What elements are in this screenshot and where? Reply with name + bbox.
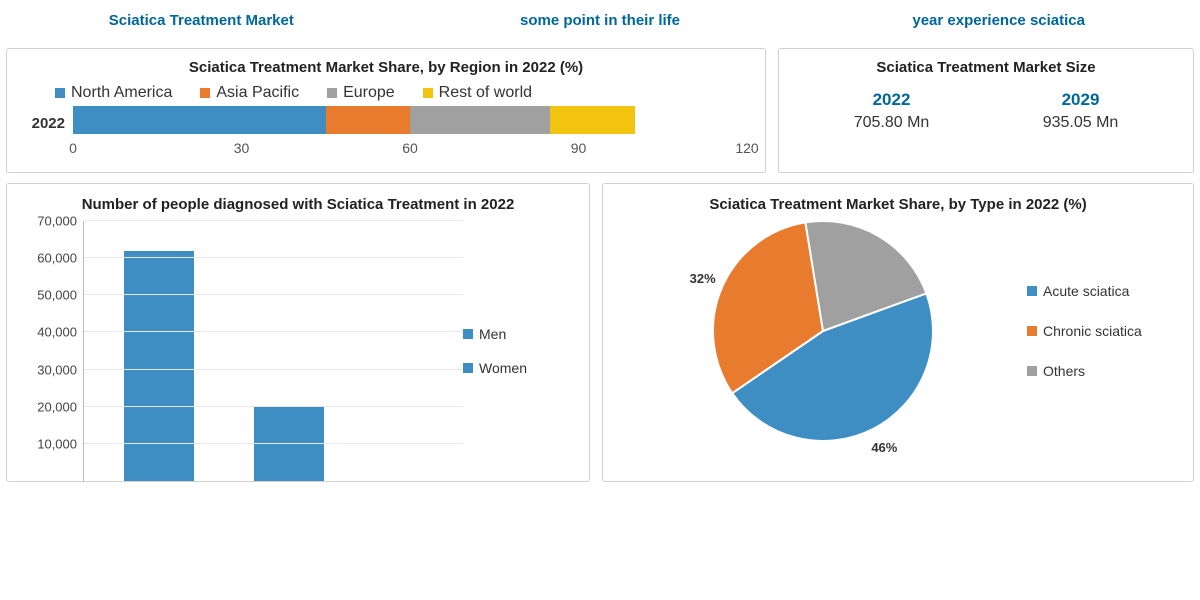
header-right: year experience sciatica [803, 0, 1194, 40]
market-size-columns: 2022 705.80 Mn 2029 935.05 Mn [797, 90, 1175, 132]
market-size-panel: Sciatica Treatment Market Size 2022 705.… [778, 48, 1194, 173]
region-chart-bar-row: 2022 [25, 106, 747, 140]
type-legend-item: Others [1027, 363, 1177, 379]
type-legend-item: Acute sciatica [1027, 283, 1177, 299]
diagnosed-gridline [84, 331, 463, 332]
region-bar-segment [73, 106, 326, 134]
diagnosed-legend-item: Men [463, 326, 573, 342]
region-legend-item: Europe [327, 84, 395, 102]
region-chart-plot [73, 106, 747, 140]
type-chart-body: 46%32% Acute sciatica Chronic sciatica Oth… [619, 221, 1177, 441]
diagnosed-gridline [84, 220, 463, 221]
diagnosed-chart-legend: Men Women [463, 221, 573, 481]
header-left: Sciatica Treatment Market [6, 0, 397, 40]
market-size-value-0: 705.80 Mn [797, 114, 986, 132]
header-mid: some point in their life [405, 0, 796, 40]
type-pie-svg [713, 221, 933, 441]
diagnosed-yaxis-tick: 20,000 [37, 399, 77, 414]
market-size-col-0: 2022 705.80 Mn [797, 90, 986, 132]
diagnosed-gridline [84, 369, 463, 370]
diagnosed-chart-title: Number of people diagnosed with Sciatica… [23, 196, 573, 213]
diagnosed-yaxis-tick: 40,000 [37, 325, 77, 340]
diagnosed-yaxis-tick: 70,000 [37, 214, 77, 229]
region-chart-title: Sciatica Treatment Market Share, by Regi… [25, 59, 747, 76]
region-bar-segment [550, 106, 634, 134]
region-xaxis-tick: 120 [735, 140, 758, 156]
market-size-value-1: 935.05 Mn [986, 114, 1175, 132]
type-chart-pie: 46%32% [619, 221, 1027, 441]
diagnosed-gridline [84, 294, 463, 295]
diagnosed-yaxis-tick: 10,000 [37, 436, 77, 451]
type-legend-item: Chronic sciatica [1027, 323, 1177, 339]
diagnosed-legend-item: Women [463, 360, 573, 376]
region-xaxis-tick: 60 [402, 140, 418, 156]
diagnosed-gridline [84, 443, 463, 444]
diagnosed-chart-yaxis: 10,00020,00030,00040,00050,00060,00070,0… [23, 221, 83, 481]
type-chart-panel: Sciatica Treatment Market Share, by Type… [602, 183, 1194, 482]
diagnosed-yaxis-tick: 60,000 [37, 251, 77, 266]
region-bar-segment [410, 106, 550, 134]
market-size-title: Sciatica Treatment Market Size [797, 59, 1175, 76]
diagnosed-bar [124, 251, 194, 481]
diagnosed-gridline [84, 257, 463, 258]
type-chart-title: Sciatica Treatment Market Share, by Type… [619, 196, 1177, 213]
type-chart-legend: Acute sciatica Chronic sciatica Others [1027, 283, 1177, 379]
row-region-size: Sciatica Treatment Market Share, by Regi… [0, 40, 1200, 181]
type-pie-pct-label: 32% [690, 271, 716, 286]
market-size-col-1: 2029 935.05 Mn [986, 90, 1175, 132]
diagnosed-gridline [84, 406, 463, 407]
market-size-year-0: 2022 [797, 90, 986, 110]
region-xaxis-tick: 30 [234, 140, 250, 156]
region-legend-item: North America [55, 84, 172, 102]
region-chart-panel: Sciatica Treatment Market Share, by Regi… [6, 48, 766, 173]
region-chart-stack [73, 106, 635, 134]
diagnosed-chart: 10,00020,00030,00040,00050,00060,00070,0… [23, 221, 573, 481]
region-xaxis-tick: 90 [571, 140, 587, 156]
region-legend-item: Rest of world [423, 84, 532, 102]
region-chart-xaxis: 0306090120 [73, 140, 747, 166]
diagnosed-chart-plot [83, 221, 463, 481]
region-chart-legend: North America Asia Pacific Europe Rest of w… [55, 84, 747, 102]
type-pie-pct-label: 46% [871, 440, 897, 455]
diagnosed-chart-panel: Number of people diagnosed with Sciatica… [6, 183, 590, 482]
market-size-year-1: 2029 [986, 90, 1175, 110]
row-diag-type: Number of people diagnosed with Sciatica… [0, 181, 1200, 482]
diagnosed-yaxis-tick: 30,000 [37, 362, 77, 377]
header-row: Sciatica Treatment Market some point in … [0, 0, 1200, 40]
diagnosed-yaxis-tick: 50,000 [37, 288, 77, 303]
region-chart-ylabel: 2022 [25, 115, 65, 132]
region-legend-item: Asia Pacific [200, 84, 299, 102]
region-xaxis-tick: 0 [69, 140, 77, 156]
diagnosed-bar [254, 407, 324, 481]
region-bar-segment [326, 106, 410, 134]
